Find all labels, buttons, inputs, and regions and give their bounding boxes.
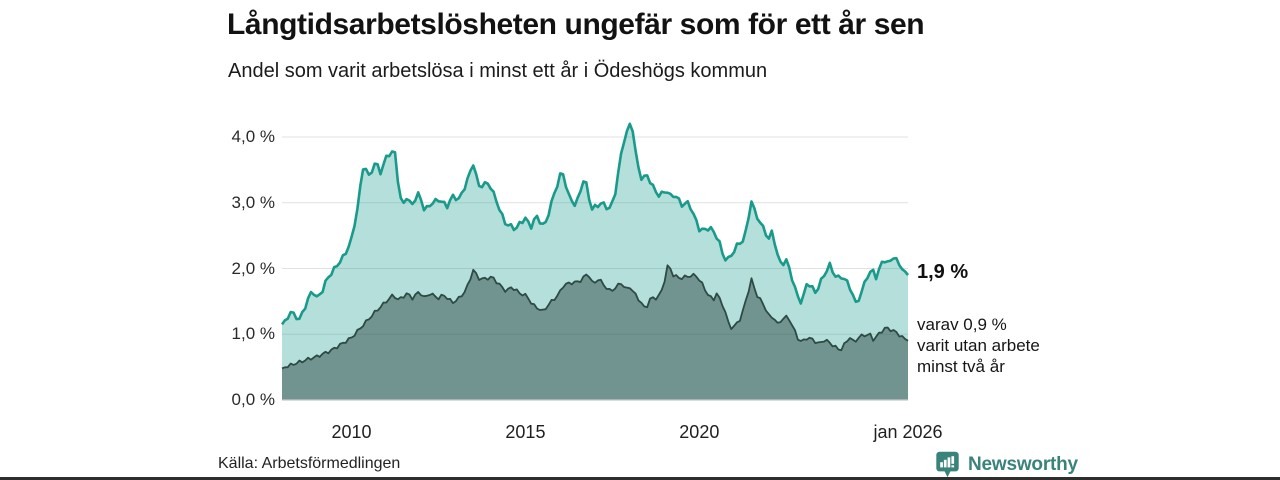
end-value-label: 1,9 % bbox=[917, 261, 969, 284]
x-tick-label: 2010 bbox=[331, 422, 372, 442]
source-caption: Källa: Arbetsförmedlingen bbox=[218, 455, 401, 472]
secondary-annotation-line: varav 0,9 % bbox=[917, 314, 1007, 334]
secondary-annotation: varav 0,9 % varit utan arbete minst två … bbox=[917, 314, 1040, 377]
area-line-1 bbox=[281, 264, 909, 370]
y-tick-label: 0,0 % bbox=[231, 390, 275, 409]
chart-subtitle: Andel som varit arbetslösa i minst ett å… bbox=[228, 60, 768, 82]
secondary-annotation-line: minst två år bbox=[917, 356, 1005, 376]
area-line-0 bbox=[280, 122, 910, 326]
newsworthy-wordmark: Newsworthy bbox=[968, 453, 1078, 475]
newsworthy-brand[interactable]: Newsworthy bbox=[935, 451, 1078, 478]
chart-title: Långtidsarbetslösheten ungefär som för e… bbox=[227, 8, 925, 41]
x-tick-label: 2020 bbox=[679, 422, 720, 442]
secondary-annotation-line: varit utan arbete bbox=[917, 335, 1040, 355]
x-tick-label: 2015 bbox=[505, 422, 546, 442]
area-fill-1 bbox=[282, 265, 908, 400]
bottom-border bbox=[0, 477, 1280, 480]
x-tick-label: jan 2026 bbox=[873, 422, 943, 442]
y-tick-label: 4,0 % bbox=[231, 127, 275, 146]
newsworthy-logo-icon bbox=[936, 451, 959, 478]
y-tick-label: 1,0 % bbox=[231, 324, 275, 344]
y-tick-label: 3,0 % bbox=[231, 192, 275, 212]
y-tick-label: 2,0 % bbox=[231, 258, 275, 278]
